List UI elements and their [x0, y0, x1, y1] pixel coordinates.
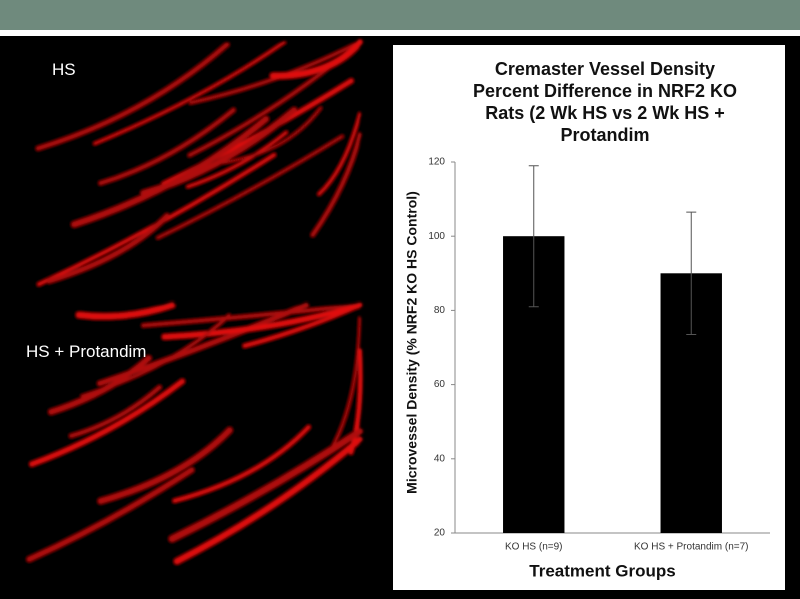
vessel: [174, 436, 363, 564]
x-axis-label: Treatment Groups: [529, 561, 675, 580]
image-label: HS: [52, 60, 76, 79]
vessel: [270, 39, 363, 79]
y-tick-label: 60: [434, 379, 446, 390]
header-band: [0, 0, 800, 30]
micrographs: [22, 39, 363, 570]
y-tick-label: 120: [428, 157, 445, 168]
vessel: [26, 467, 194, 562]
vessel: [141, 303, 362, 328]
vessel: [93, 40, 286, 145]
vessel: [46, 213, 170, 284]
vessel: [156, 135, 344, 239]
image-label: HS + Protandim: [26, 342, 147, 361]
y-tick-label: 100: [428, 231, 445, 242]
x-tick-label: KO HS (n=9): [505, 542, 563, 553]
vessel: [169, 428, 363, 542]
vessel: [29, 379, 185, 467]
vessel: [186, 131, 288, 188]
vessel: [243, 303, 362, 348]
header-rule: [0, 30, 800, 36]
vessel: [98, 427, 233, 504]
vessel: [348, 348, 363, 455]
vessel: [219, 106, 322, 165]
vessel: [80, 314, 231, 398]
vessel: [311, 132, 362, 237]
vessel: [330, 317, 362, 451]
y-axis-label: Microvessel Density (% NRF2 KO HS Contro…: [404, 191, 420, 494]
vessel: [71, 116, 269, 228]
error-bar: [686, 211, 697, 336]
vessel-image: [22, 39, 363, 570]
chart-title: Cremaster Vessel Density Percent Differe…: [472, 59, 738, 145]
error-bar: [528, 165, 539, 308]
y-tick-label: 20: [434, 528, 446, 539]
vessel: [76, 302, 175, 320]
vessel: [162, 302, 363, 340]
y-tick-label: 80: [434, 305, 446, 316]
y-tick-label: 40: [434, 453, 446, 464]
vessel: [36, 42, 229, 151]
vessel: [69, 385, 162, 438]
vessel: [173, 425, 311, 503]
vessel: [98, 108, 236, 185]
vessel: [317, 112, 362, 196]
x-tick-label: KO HS + Protandim (n=7): [634, 542, 749, 553]
